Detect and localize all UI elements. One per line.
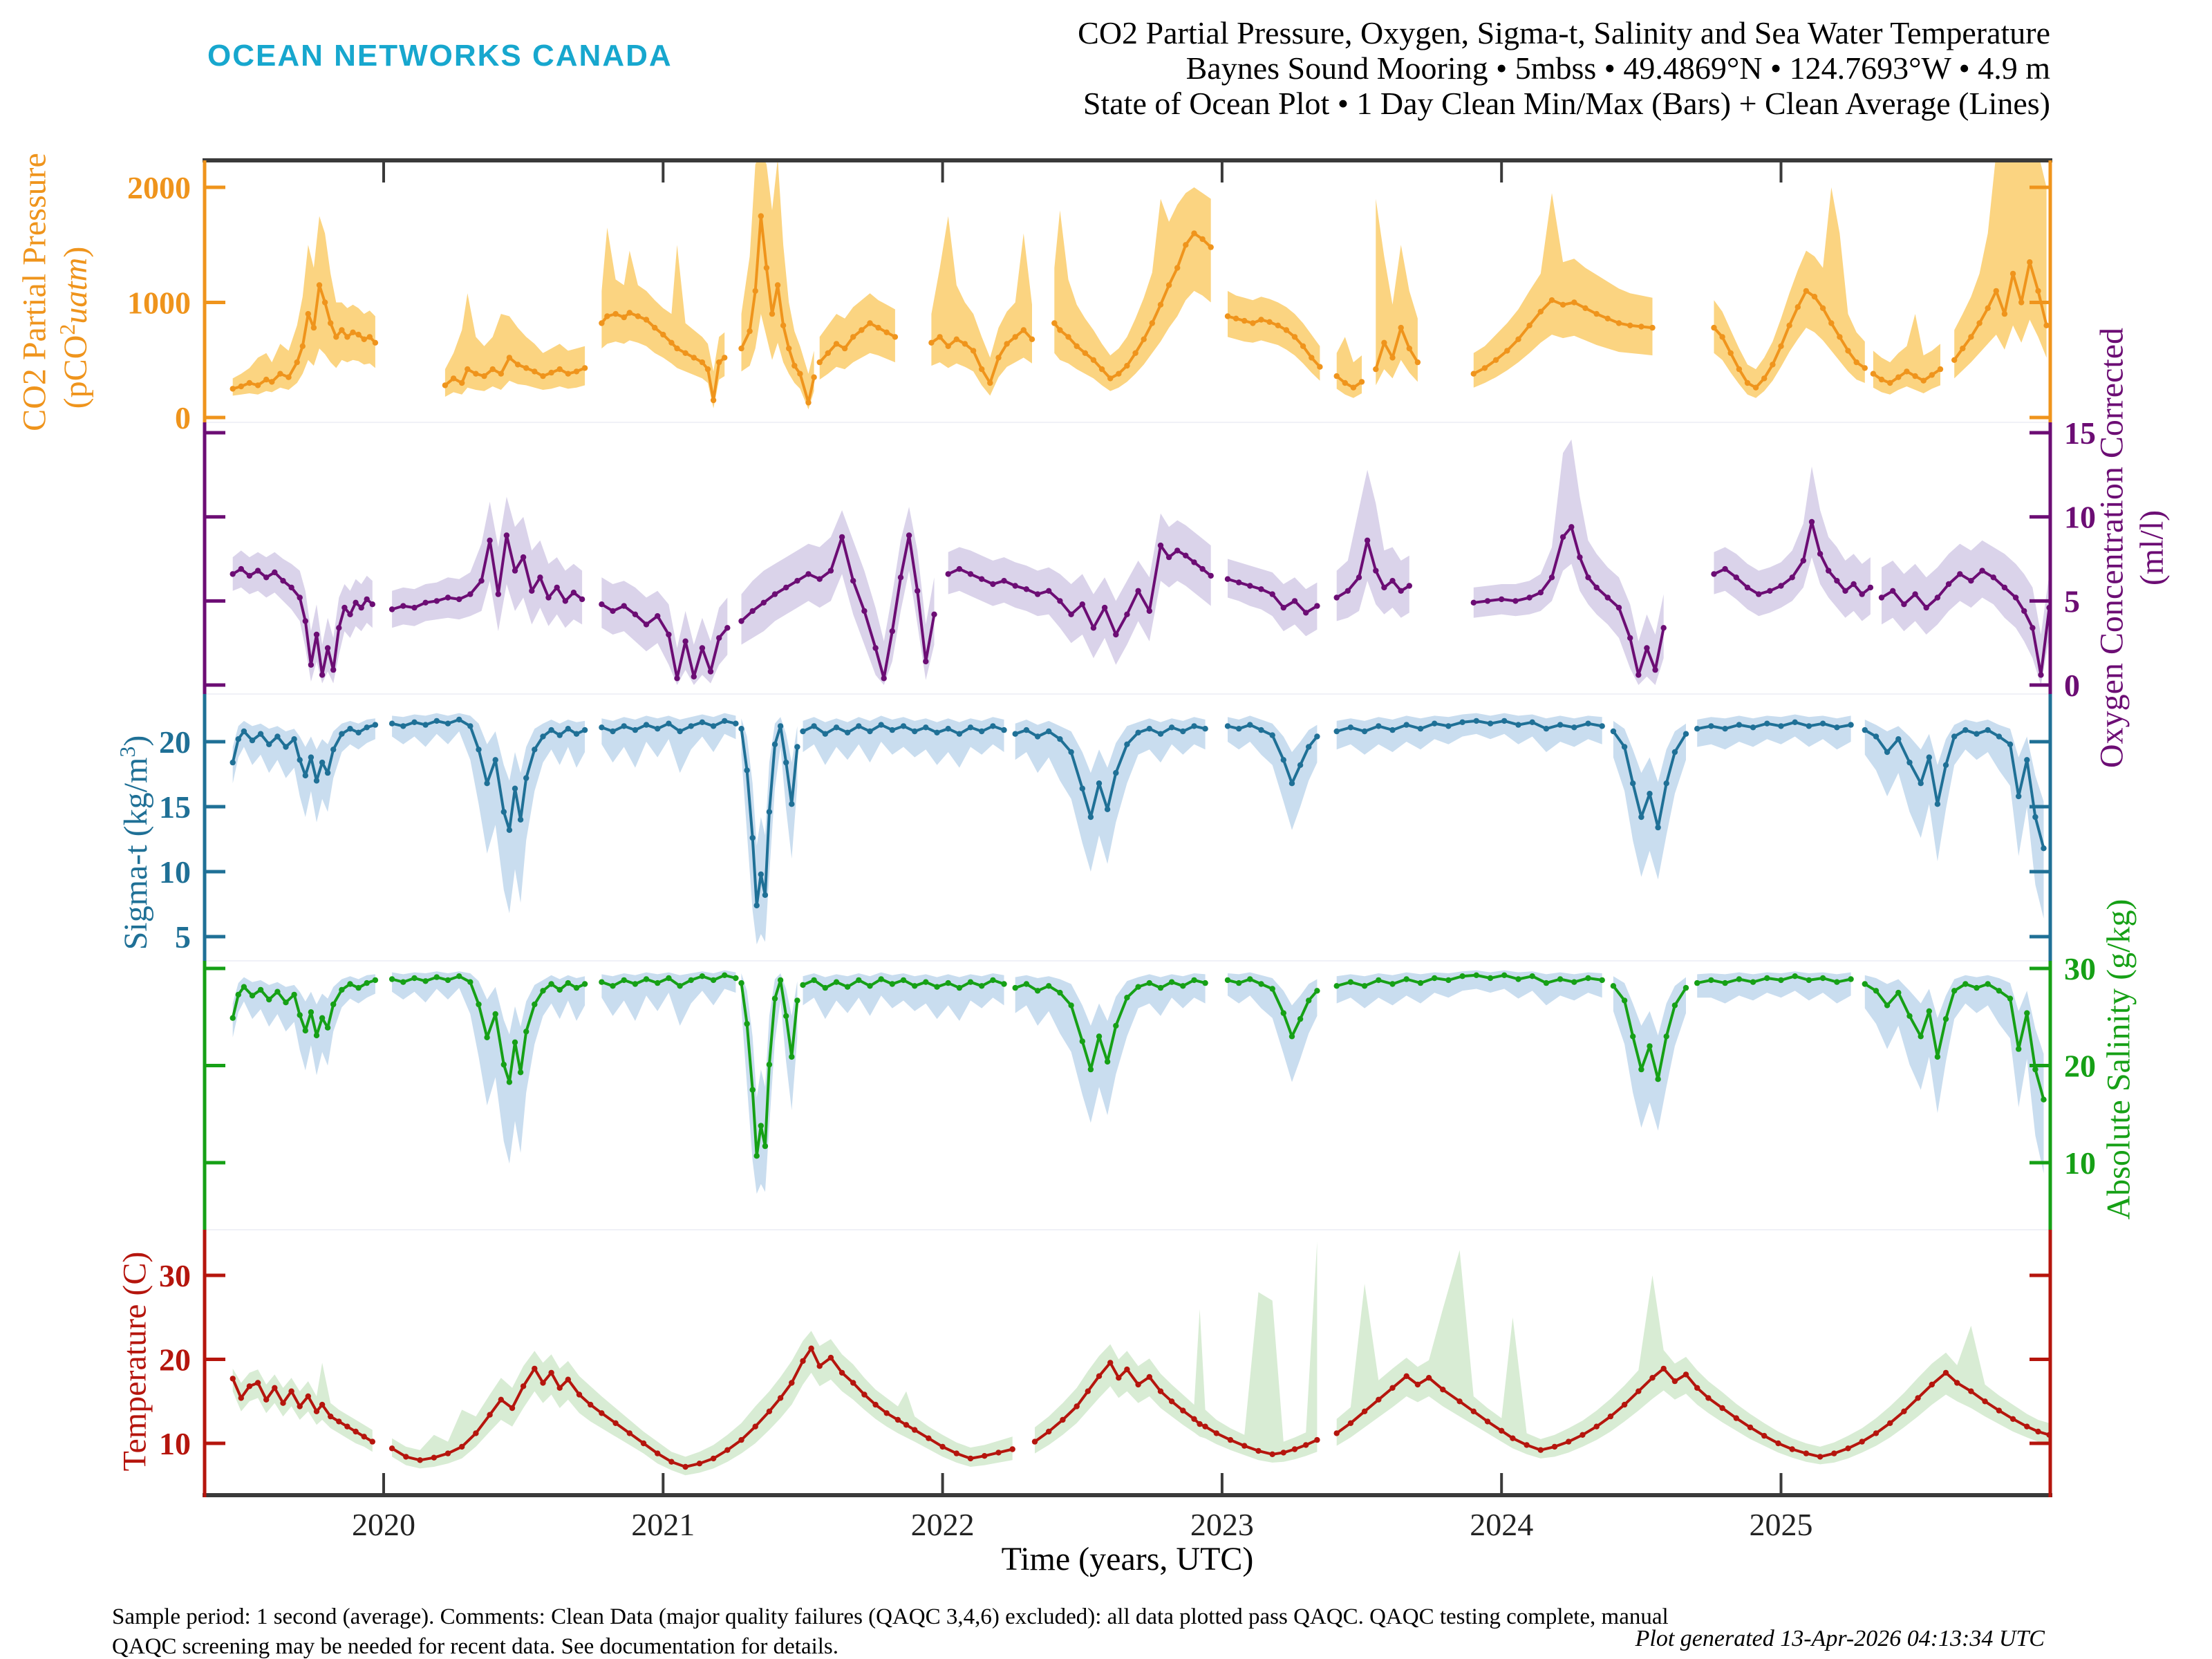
footnote-line-2: QAQC screening may be needed for recent … [112,1634,839,1659]
sigma_t-tick-label: 20 [159,724,191,760]
oxygen-minmax-band [1882,540,2050,685]
salinity-minmax-band [1697,971,1851,1004]
co2-minmax-band [931,216,1032,396]
sigma_t-tick-label: 5 [175,919,191,955]
sigma_t-tick-label: 10 [159,854,191,890]
oxygen-average-line [232,568,374,677]
temperature-minmax-band [392,1331,1013,1476]
temperature-minmax-band [1336,1250,2050,1465]
co2-minmax-band [1336,337,1362,398]
co2-minmax-band [1228,290,1320,381]
year-tick-label: 2021 [631,1507,695,1542]
salinity-average-line [1227,977,1318,1038]
ocean-networks-canada-logo: OCEAN NETWORKS CANADA [207,39,673,73]
co2-minmax-band [1473,193,1653,388]
title-line-2: Baynes Sound Mooring • 5mbss • 49.4869°N… [1185,50,2050,86]
salinity-minmax-band [1864,975,2044,1174]
co2-minmax-band [741,160,814,410]
series-sigma_t [229,713,2047,945]
salinity-tick-label: 30 [2064,951,2096,986]
oxygen-minmax-band [601,577,728,685]
co2-minmax-band [444,293,585,397]
temperature-minmax-band [1035,1241,1318,1463]
oxygen-minmax-band [392,496,583,632]
series-salinity [229,970,2047,1194]
sigma_t-minmax-band [1697,714,1851,750]
salinity-tick-label: 20 [2064,1049,2096,1084]
title-line-3: State of Ocean Plot • 1 Day Clean Min/Ma… [1082,86,2050,121]
co2-tick-label: 0 [175,400,191,435]
oxygen-minmax-band [232,550,373,684]
year-tick-label: 2024 [1470,1507,1533,1542]
co2-axis-unit-label: (pCO2uatm) [55,246,94,409]
co2-minmax-band [1873,314,1940,395]
temperature-tick-label: 10 [159,1426,191,1461]
temperature-average-line [1335,1367,2050,1459]
co2-minmax-band [1376,198,1418,386]
sigma_t-average-line [740,724,799,907]
sigma_t-minmax-band [1864,720,2044,919]
x-axis-label: Time (years, UTC) [1001,1541,1254,1577]
oxygen-tick-label: 15 [2064,415,2096,451]
sigma_t-average-line [1227,723,1318,785]
oxygen-minmax-band [1228,559,1318,637]
co2-minmax-band [1714,187,1865,398]
salinity-minmax-band [392,971,585,1164]
year-tick-label: 2023 [1190,1507,1254,1542]
series-area [229,160,2050,1476]
sigma_t-minmax-band [1336,713,1602,755]
co2-minmax-band [819,293,895,380]
sigma_t-tick-label: 15 [159,789,191,825]
year-tick-label: 2020 [352,1507,415,1542]
oxygen-tick-label: 0 [2064,668,2080,703]
salinity-tick-label: 10 [2064,1145,2096,1181]
year-tick-label: 2022 [911,1507,975,1542]
salinity-average-line [740,978,799,1158]
year-tick-label: 2025 [1750,1507,1813,1542]
plot-generated-timestamp: Plot generated 13-Apr-2026 04:13:34 UTC [1635,1626,2045,1651]
co2-minmax-band [232,216,375,396]
footnote: Sample period: 1 second (average). Comme… [112,1602,1669,1659]
salinity-minmax-band [1613,976,1686,1131]
oxygen-axis-unit-label: (ml/l) [2133,509,2171,586]
temperature-axis-label: Temperature (C) [116,1251,153,1472]
co2-tick-label: 1000 [127,285,191,321]
co2-minmax-band [601,227,725,409]
co2-average-line [818,321,896,364]
footnote-line-1: Sample period: 1 second (average). Comme… [112,1604,1669,1629]
oxygen-minmax-band [1336,469,1409,621]
oxygen-minmax-band [1714,466,1871,621]
temperature-tick-label: 30 [159,1258,191,1293]
series-oxygen [229,439,2050,685]
sigma_t-minmax-band [1228,715,1318,830]
series-temperature [229,1241,2050,1476]
co2-minmax-band [1054,187,1211,391]
title-line-1: CO2 Partial Pressure, Oxygen, Sigma-t, S… [1078,15,2050,50]
temperature-minmax-band [232,1362,373,1452]
oxygen-minmax-band [741,507,935,685]
co2-tick-label: 2000 [127,170,191,205]
salinity-axis-label: Absolute Salinity (g/kg) [2100,899,2137,1220]
temperature-average-line [391,1347,1013,1468]
oxygen-tick-label: 5 [2064,583,2080,619]
plot-title-block: CO2 Partial Pressure, Oxygen, Sigma-t, S… [1078,15,2050,121]
oxygen-tick-label: 10 [2064,500,2096,535]
salinity-minmax-band [1228,972,1318,1082]
oxygen-minmax-band [948,513,1211,665]
series-co2 [229,160,2050,410]
co2-average-line [1335,375,1363,389]
temperature-tick-label: 20 [159,1342,191,1378]
oxygen-minmax-band [1473,439,1664,685]
sigma_t-minmax-band [1613,720,1686,880]
sigma_t-minmax-band [392,713,585,914]
co2-axis-label: CO2 Partial Pressure [16,153,53,431]
